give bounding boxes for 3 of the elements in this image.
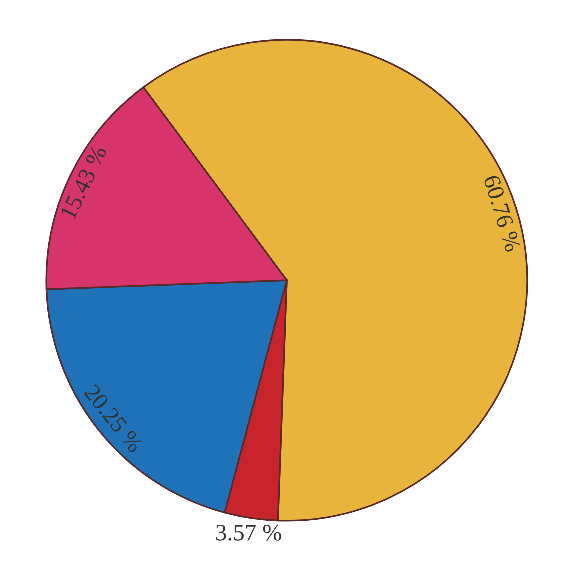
- data-label: 3.57 %: [216, 524, 282, 541]
- data-label: 60.76 %: [483, 174, 522, 253]
- data-label: 15.43 %: [60, 144, 108, 220]
